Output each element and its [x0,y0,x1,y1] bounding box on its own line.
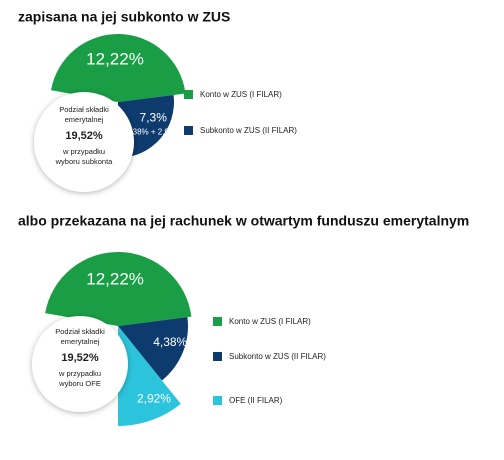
legend-swatch [213,317,222,326]
center-text: wyboru subkonta [55,157,114,166]
value-label: 2,92% [137,392,171,406]
center-text: w przypadku [58,369,101,378]
value-label: 4,38% [153,335,187,349]
center-text: w przypadku [62,147,105,156]
center-text: wyboru OFE [58,379,101,388]
center-text: Podział składki [55,327,105,336]
slice [118,317,189,381]
slice [45,251,192,326]
center-text: Podział składki [59,105,109,114]
center-text: 19,52% [61,352,99,364]
legend-label: Subkonto w ZUS (II FILAR) [200,126,297,135]
legend-label: Konto w ZUS (I FILAR) [229,317,311,326]
legend-swatch [184,90,193,99]
center-text: emerytalnej [65,115,104,124]
chart-title: zapisana na jej subkonto w ZUS [18,9,230,25]
value-note: (4,38% + 2,92%) [123,127,183,136]
legend-swatch [213,396,222,405]
legend-label: OFE (II FILAR) [229,396,283,405]
chart-title: albo przekazana na jej rachunek w otwart… [18,213,469,229]
center-circle [32,316,128,412]
value-label: 7,3% [140,110,168,124]
legend-swatch [213,352,222,361]
center-text: 19,52% [65,130,103,142]
value-label: 12,22% [86,270,144,289]
center-text: emerytalnej [61,337,100,346]
legend-swatch [184,126,193,135]
slice [51,33,186,103]
legend-label: Konto w ZUS (I FILAR) [200,90,282,99]
slice [118,326,181,426]
value-label: 12,22% [86,49,144,68]
center-circle [34,92,134,192]
legend-label: Subkonto w ZUS (II FILAR) [229,352,326,361]
